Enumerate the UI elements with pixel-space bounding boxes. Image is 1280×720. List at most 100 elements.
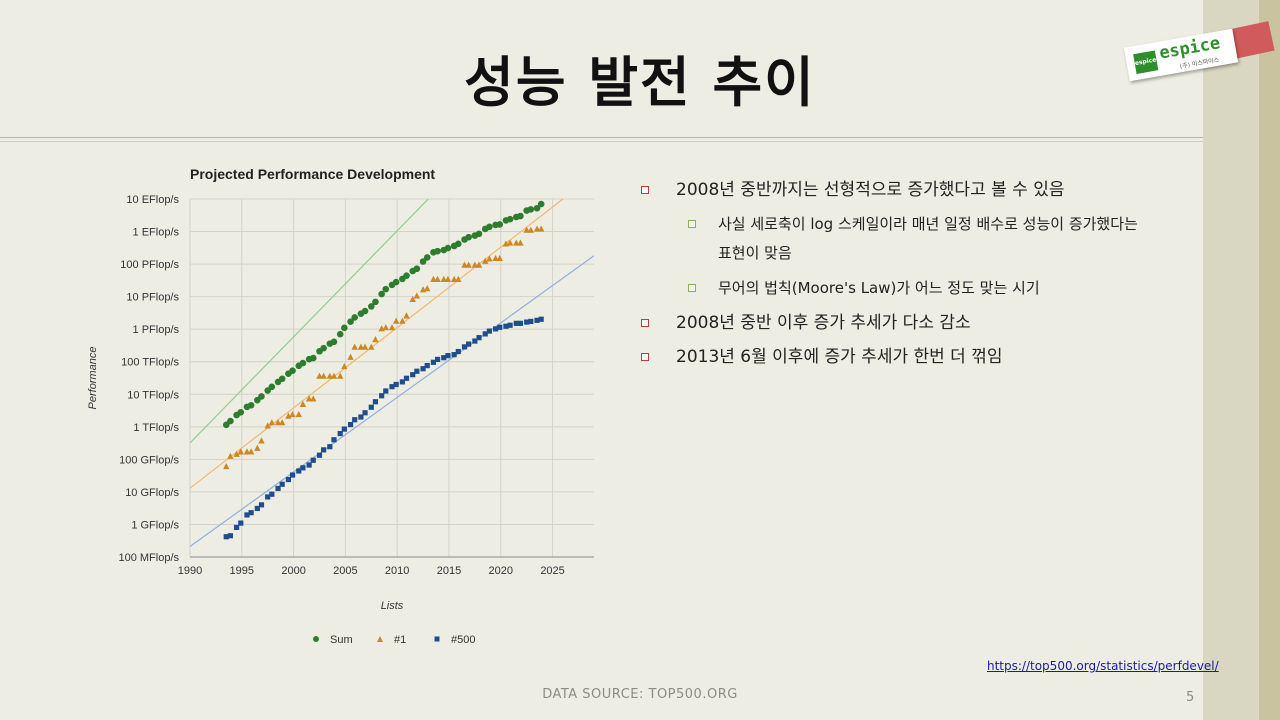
point-top500 <box>503 323 509 329</box>
point-top1 <box>372 336 379 343</box>
sub-bullet-item: 사실 세로축이 log 스케일이라 매년 일정 배수로 성능이 증가했다는 표현… <box>640 210 1148 268</box>
point-top500 <box>399 379 405 385</box>
point-top1 <box>264 422 271 429</box>
point-sum <box>454 240 462 248</box>
y-tick-label: 100 GFlop/s <box>119 454 179 466</box>
point-top1 <box>455 275 462 282</box>
legend-marker-top1 <box>377 636 383 642</box>
point-top500 <box>285 476 292 483</box>
point-top500 <box>362 410 368 416</box>
point-top1 <box>496 254 503 262</box>
point-top1 <box>310 395 317 402</box>
point-top500 <box>524 319 530 325</box>
point-top1 <box>254 444 261 451</box>
point-sum <box>382 285 390 293</box>
point-top1 <box>278 419 286 426</box>
point-sum <box>372 298 379 306</box>
point-top1 <box>357 343 365 350</box>
point-top1 <box>330 372 338 379</box>
point-top500 <box>451 352 457 358</box>
point-sum <box>367 303 375 310</box>
y-tick-label: 10 EFlop/s <box>126 194 179 206</box>
source-link[interactable]: https://top500.org/statistics/perfdevel/ <box>987 659 1219 673</box>
bullet-item: 2013년 6월 이후에 증가 추세가 한번 더 꺾임 <box>640 343 1190 371</box>
point-top500 <box>445 353 451 359</box>
point-top500 <box>327 444 333 450</box>
point-top500 <box>424 363 430 369</box>
point-sum <box>309 354 317 362</box>
point-top1 <box>486 255 493 262</box>
logo-badge: espice <box>1133 50 1159 74</box>
point-top500 <box>321 447 327 453</box>
point-sum <box>423 254 431 261</box>
point-sum <box>320 344 327 352</box>
point-top500 <box>486 328 492 334</box>
title-divider-secondary <box>0 141 1203 142</box>
point-top1 <box>361 343 369 350</box>
point-top500 <box>300 465 306 471</box>
y-tick-label: 100 PFlop/s <box>120 259 179 271</box>
legend-marker-top500 <box>434 636 440 642</box>
point-top500 <box>379 393 385 399</box>
point-top500 <box>269 491 275 497</box>
point-top500 <box>482 331 488 337</box>
bullet-item: 2008년 중반까지는 선형적으로 증가했다고 볼 수 있음 <box>640 176 1190 204</box>
point-top1 <box>506 239 514 246</box>
point-top500 <box>492 326 499 332</box>
bullet-marker-icon <box>641 186 649 194</box>
point-top500 <box>410 372 416 378</box>
point-top1 <box>475 261 483 268</box>
point-top1 <box>513 239 520 246</box>
point-top1 <box>341 362 348 370</box>
point-sum <box>336 330 344 338</box>
point-top500 <box>244 512 250 518</box>
right-decor-band-dark <box>1259 0 1280 720</box>
point-top1 <box>392 317 400 324</box>
point-top500 <box>389 384 395 390</box>
point-top1 <box>337 372 344 379</box>
bullet-text: 2008년 중반까지는 선형적으로 증가했다고 볼 수 있음 <box>676 180 1065 200</box>
point-top500 <box>279 481 285 487</box>
bullet-text: 무어의 법칙(Moore's Law)가 어느 정도 맞는 시기 <box>718 279 1040 297</box>
point-top1 <box>388 324 396 331</box>
point-top1 <box>533 225 541 232</box>
point-top1 <box>299 400 307 407</box>
point-top500 <box>254 505 260 512</box>
point-top500 <box>461 344 468 350</box>
point-top500 <box>507 322 513 328</box>
point-sum <box>465 233 472 241</box>
y-tick-label: 1 TFlop/s <box>133 422 179 434</box>
point-top500 <box>513 320 519 326</box>
point-top500 <box>306 462 312 468</box>
point-top1 <box>247 448 255 455</box>
point-top1 <box>465 261 472 268</box>
page-number: 5 <box>1186 690 1195 705</box>
point-sum <box>341 324 348 332</box>
point-top500 <box>538 316 544 322</box>
legend-label: #500 <box>451 634 475 646</box>
point-top500 <box>296 468 302 474</box>
point-top1 <box>434 275 441 282</box>
bullet-marker-icon <box>641 353 649 361</box>
point-top1 <box>471 261 479 268</box>
point-top1 <box>243 448 251 455</box>
y-tick-label: 1 GFlop/s <box>131 519 179 531</box>
point-top1 <box>450 275 458 282</box>
point-sum <box>227 417 234 425</box>
point-sum <box>278 375 286 383</box>
point-top1 <box>227 452 234 459</box>
performance-chart: 100 MFlop/s 1 GFlop/s 10 GFlop/s 100 GFlop/… <box>87 166 594 646</box>
point-top500 <box>455 348 461 355</box>
point-top500 <box>441 355 447 361</box>
point-top1 <box>320 372 327 379</box>
point-sum <box>434 247 441 255</box>
point-top500 <box>403 375 410 381</box>
point-top1 <box>527 226 535 233</box>
legend-label: Sum <box>330 634 353 646</box>
bullet-item: 2008년 중반 이후 증가 추세가 다소 감소 <box>640 309 1190 337</box>
point-sum <box>237 408 245 416</box>
point-sum <box>289 367 296 375</box>
chart-title: Projected Performance Development <box>190 166 435 182</box>
point-top1 <box>316 372 323 379</box>
